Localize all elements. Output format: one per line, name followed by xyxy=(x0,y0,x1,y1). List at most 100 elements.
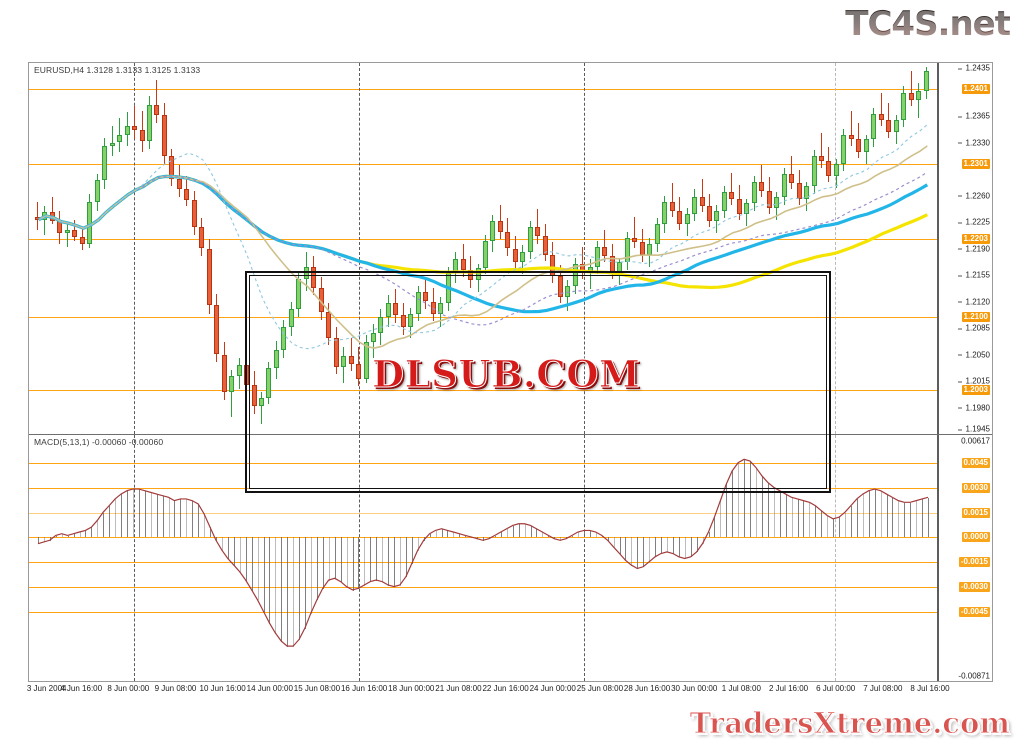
candle-body xyxy=(400,315,406,328)
macd-histogram-bar xyxy=(352,537,354,591)
candle-body xyxy=(371,333,376,343)
candle-body xyxy=(542,236,548,255)
candle-body xyxy=(908,92,914,101)
candle-body xyxy=(572,263,578,287)
macd-histogram-bar xyxy=(708,532,710,538)
macd-histogram-bar xyxy=(595,532,597,538)
candle-body xyxy=(856,139,862,152)
candle-body xyxy=(527,227,533,252)
candle-body xyxy=(415,292,421,314)
candle-wick xyxy=(261,392,262,425)
macd-histogram-bar xyxy=(506,529,508,538)
macd-histogram-bar xyxy=(898,500,900,538)
candle-wick xyxy=(604,230,606,263)
candle-body xyxy=(460,259,466,270)
candlestick xyxy=(707,63,712,434)
macd-histogram-bar xyxy=(144,490,146,538)
candlestick xyxy=(781,63,787,434)
macd-histogram-bar xyxy=(922,499,924,538)
candlestick xyxy=(632,63,638,434)
price-plot-area[interactable] xyxy=(29,63,937,434)
candlestick xyxy=(901,63,907,434)
macd-histogram-bar xyxy=(868,490,870,538)
macd-histogram-bar xyxy=(358,537,360,589)
macd-histogram-bar xyxy=(500,532,502,538)
candle-body xyxy=(326,312,332,338)
tradersxtreme-watermark: TradersXtreme.com xyxy=(689,706,1010,741)
price-axis-label: 1.2401 xyxy=(961,83,990,94)
time-axis-label: 6 Jul 00:00 xyxy=(816,684,856,693)
macd-histogram-bar xyxy=(797,499,799,538)
candle-body xyxy=(505,231,511,249)
candle-body xyxy=(684,213,690,225)
candle-wick xyxy=(731,172,733,205)
candlestick xyxy=(789,63,795,434)
session-divider-line xyxy=(134,63,135,434)
candlestick xyxy=(102,63,108,434)
candle-wick xyxy=(582,246,584,279)
candlestick xyxy=(871,63,877,434)
candlestick xyxy=(430,63,436,434)
macd-histogram-bar xyxy=(156,494,158,538)
macd-histogram-bar xyxy=(536,529,538,538)
candle-body xyxy=(535,227,541,237)
macd-histogram-bar xyxy=(619,537,621,554)
candle-body xyxy=(916,91,922,101)
chart-frame[interactable]: EURUSD,H4 1.3128 1.3133 1.3125 1.3133 1.… xyxy=(28,62,993,682)
candlestick xyxy=(438,63,444,434)
candlestick xyxy=(811,63,817,434)
price-axis-label: 1.2120 xyxy=(957,297,990,306)
candle-body xyxy=(236,365,242,376)
macd-histogram-bar xyxy=(67,535,69,538)
candle-body xyxy=(161,115,167,157)
candlestick xyxy=(124,63,130,434)
macd-histogram-bar xyxy=(779,490,781,538)
macd-histogram-bar xyxy=(874,489,876,538)
macd-histogram-bar xyxy=(322,537,324,589)
candle-body xyxy=(221,354,227,393)
macd-histogram-bar xyxy=(773,487,775,538)
macd-histogram-bar xyxy=(399,537,401,586)
macd-histogram-bar xyxy=(328,537,330,581)
macd-histogram-bar xyxy=(702,537,704,545)
candle-body xyxy=(176,178,182,190)
candlestick xyxy=(677,63,683,434)
candle-body xyxy=(109,142,115,146)
macd-axis-label: 0.0045 xyxy=(961,457,990,468)
candle-body xyxy=(229,375,235,393)
price-axis-label: 1.2260 xyxy=(957,191,990,200)
candlestick xyxy=(72,63,78,434)
macd-histogram-bar xyxy=(239,537,241,573)
macd-histogram-bar xyxy=(340,537,342,583)
candle-body xyxy=(259,398,264,406)
macd-histogram-bar xyxy=(744,459,746,538)
rectangle-annotation[interactable] xyxy=(245,271,831,493)
macd-histogram-bar xyxy=(821,510,823,538)
price-axis-label: 1.2301 xyxy=(961,159,990,170)
candle-body xyxy=(438,303,444,314)
macd-histogram-bar xyxy=(417,537,419,551)
candle-body xyxy=(184,189,190,201)
candle-body xyxy=(692,197,698,214)
macd-histogram-bar xyxy=(839,517,840,538)
macd-histogram-bar xyxy=(453,532,455,538)
candle-body xyxy=(774,197,780,208)
macd-histogram-bar xyxy=(672,537,674,554)
candlestick xyxy=(259,63,264,434)
macd-axis-label: 0.0000 xyxy=(961,532,990,543)
macd-histogram-bar xyxy=(928,497,929,538)
candle-body xyxy=(117,134,123,143)
price-chart-pane[interactable]: EURUSD,H4 1.3128 1.3133 1.3125 1.3133 1.… xyxy=(29,63,992,435)
macd-axis-label: 0.0030 xyxy=(961,482,990,493)
candlestick xyxy=(221,63,227,434)
macd-axis-label: -0.0015 xyxy=(958,557,990,568)
candlestick xyxy=(729,63,735,434)
macd-histogram-bar xyxy=(862,494,864,538)
candlestick xyxy=(393,63,399,434)
time-axis-label: 21 Jun 08:00 xyxy=(435,684,482,693)
candle-body xyxy=(729,192,735,199)
macd-histogram-bar xyxy=(856,499,858,538)
candlestick xyxy=(423,63,429,434)
candle-wick xyxy=(761,165,763,197)
macd-histogram-bar xyxy=(97,520,99,538)
